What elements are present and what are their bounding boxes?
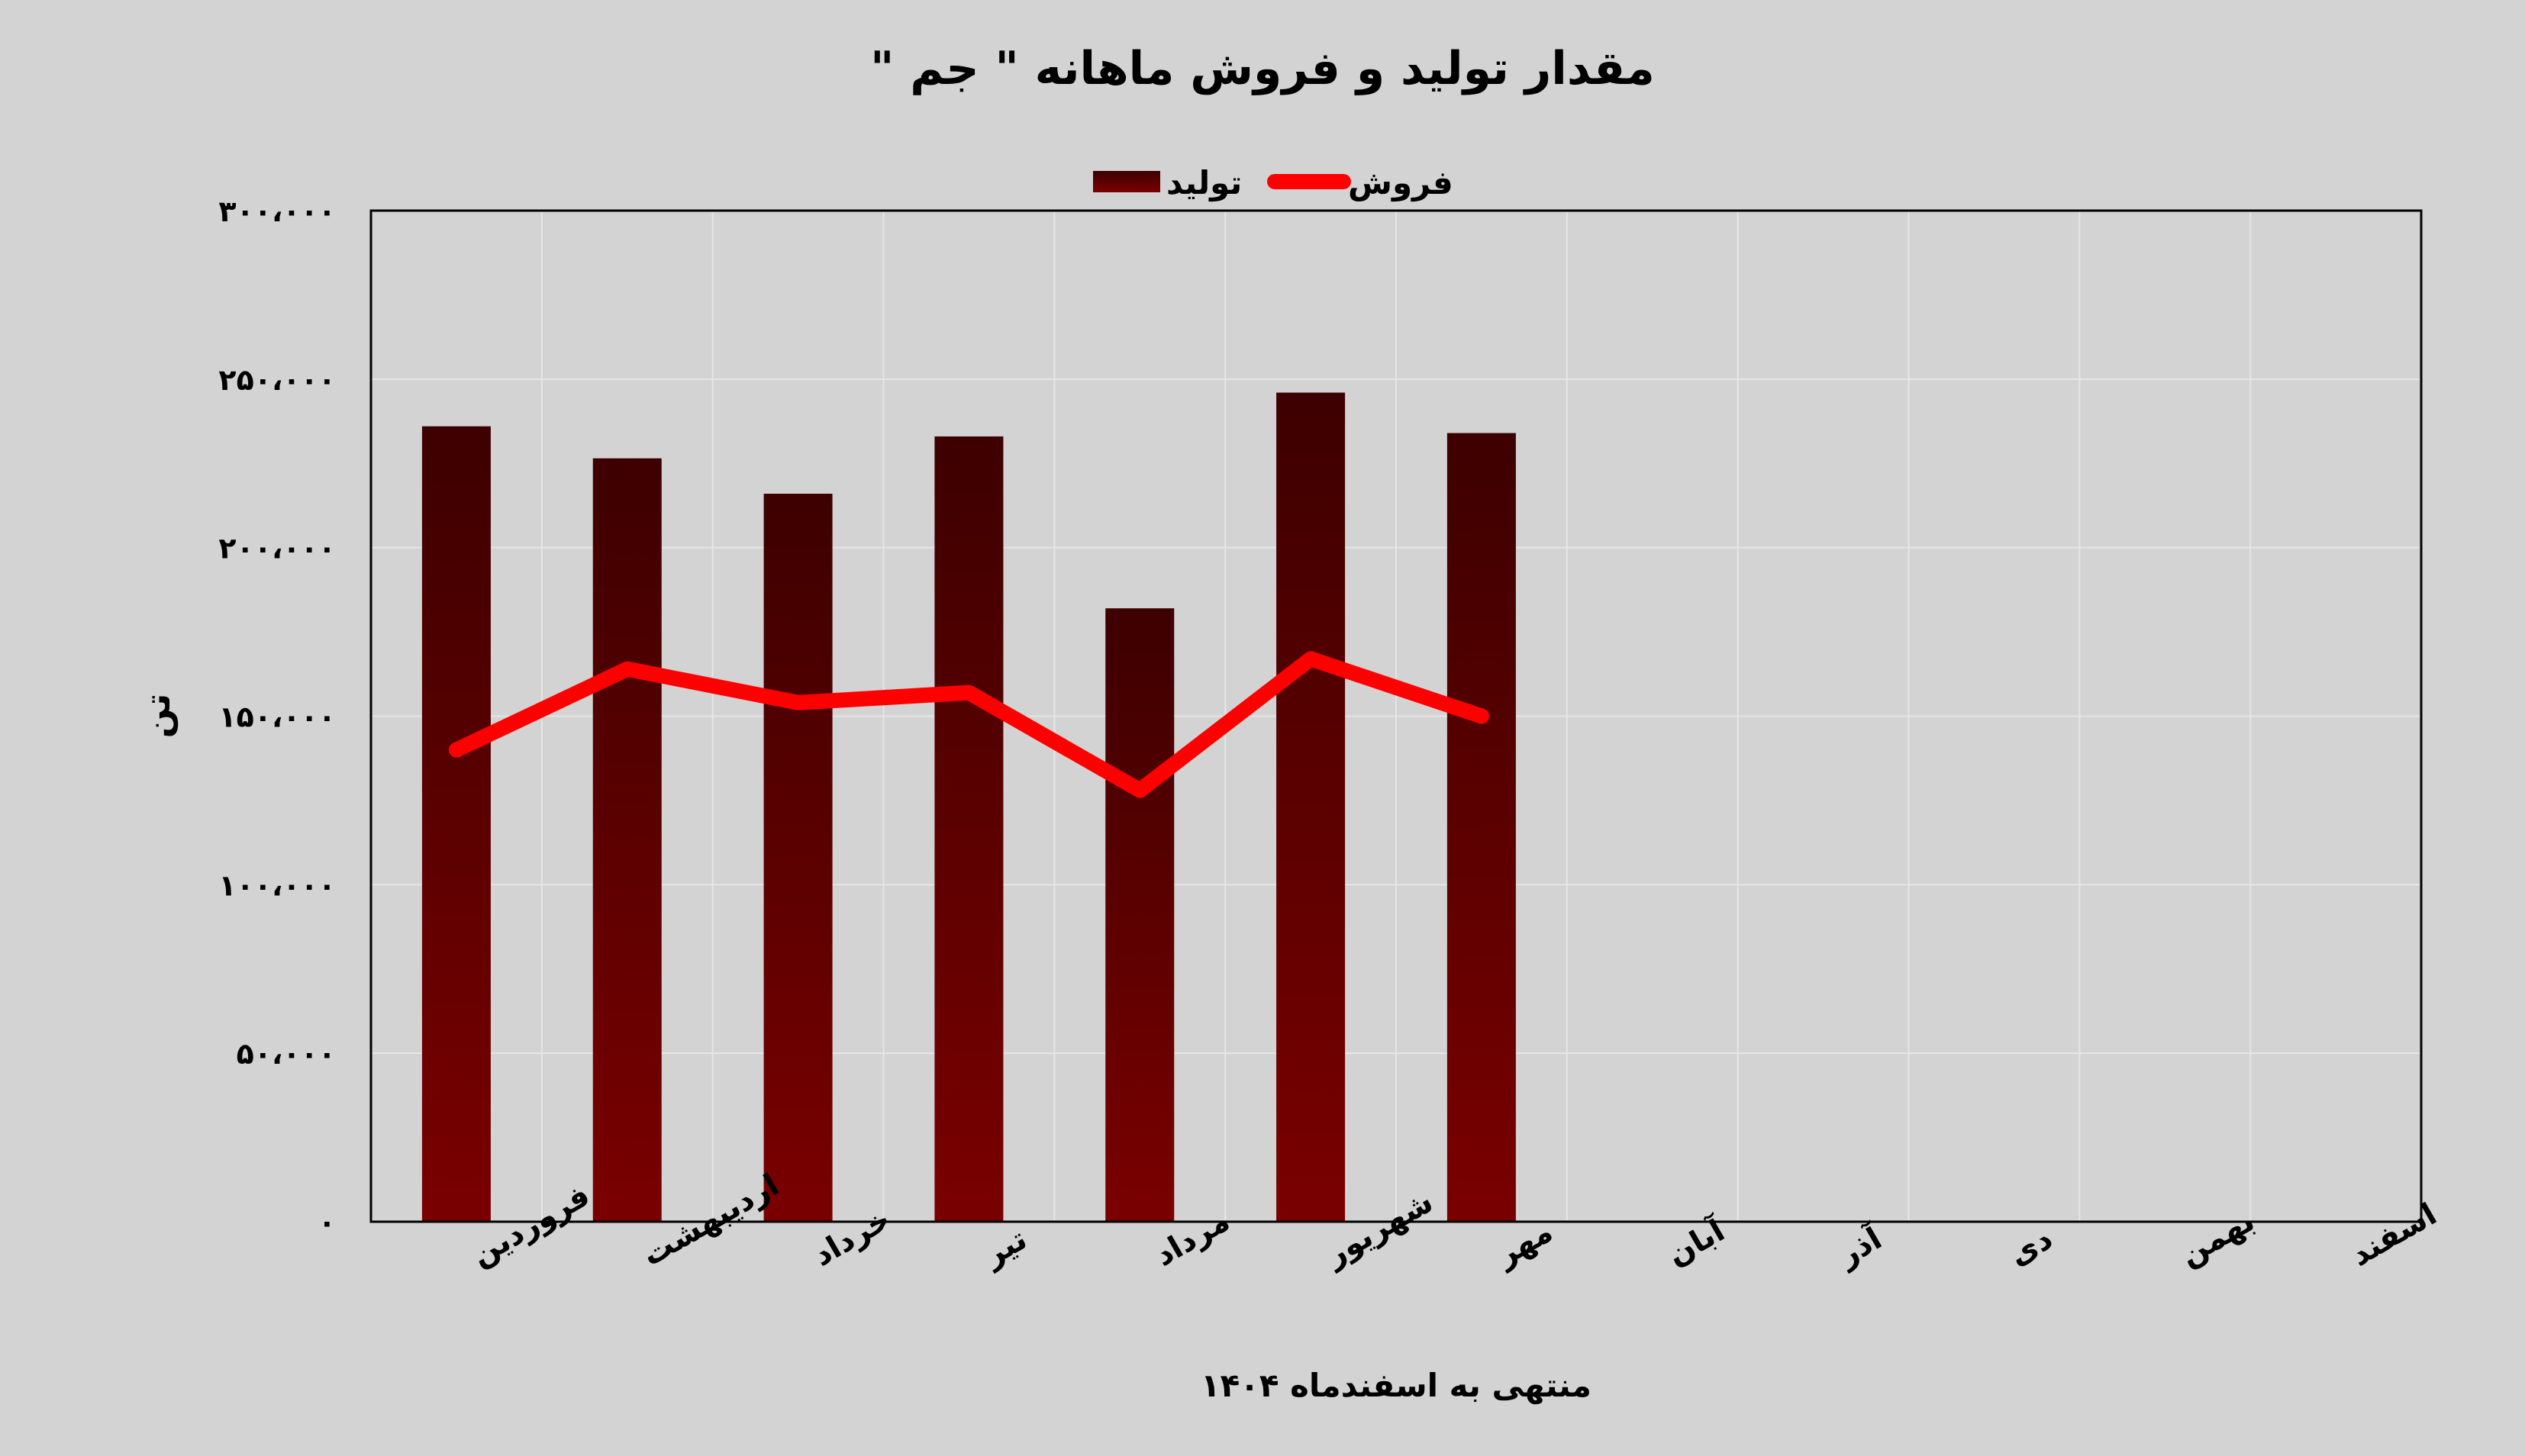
x-tick-label: تیر [977,1222,1033,1274]
legend-swatch-production [1093,171,1160,192]
bar-production [421,426,491,1222]
bar-production [1105,608,1175,1222]
legend-label-sales: فروش [1348,164,1453,202]
y-tick-label: ۲۰۰،۰۰۰ [218,532,336,565]
plot-frame [369,209,2423,1223]
bar-production [763,494,833,1222]
bar-production [1276,392,1346,1222]
production-bars [421,392,1516,1222]
bar-production [592,458,662,1222]
x-tick-label: دی [2003,1221,2059,1273]
x-axis-label: منتهی به اسفندماه ۱۴۰۴ [1201,1367,1591,1405]
y-tick-label: ۵۰،۰۰۰ [237,1037,336,1071]
sales-line [448,651,1489,798]
y-tick-label: ۱۵۰،۰۰۰ [218,701,336,734]
y-tick-label: ۲۵۰،۰۰۰ [218,363,336,397]
x-tick-label: اسفند [2345,1197,2443,1273]
y-axis-label: تن [137,694,178,739]
legend-label-production: تولید [1166,164,1242,202]
x-tick-label: آبان [1660,1211,1731,1274]
grid [371,211,2421,1222]
x-tick-label: آذر [1830,1219,1888,1274]
bar-production [1446,433,1516,1222]
y-tick-label: ۱۰۰،۰۰۰ [218,868,336,902]
bar-production [934,436,1004,1222]
y-axis-ticks: ۰ ۵۰،۰۰۰ ۱۰۰،۰۰۰ ۱۵۰،۰۰۰ ۲۰۰،۰۰۰ ۲۵۰،۰۰۰ ۳۰۰،۰… [218,195,336,1239]
y-tick-label: ۳۰۰،۰۰۰ [218,195,336,228]
legend: تولید فروش [1093,164,1453,202]
x-tick-label: مهر [1489,1214,1559,1274]
chart-title: مقدار تولید و فروش ماهانه " جم " [870,42,1655,95]
x-tick-label: بهمن [2174,1203,2260,1274]
y-tick-label: ۰ [318,1206,336,1239]
